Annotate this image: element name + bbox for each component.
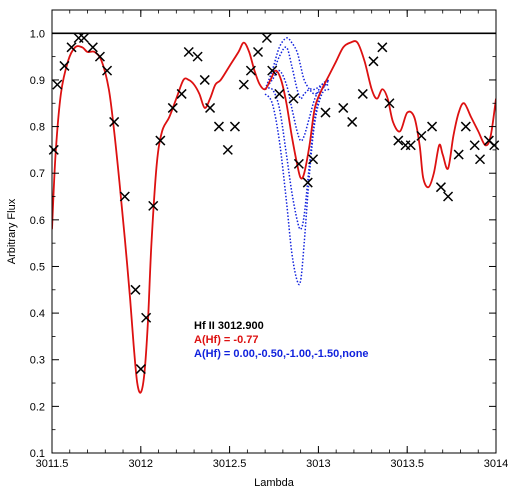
x-tick-label: 3011.5 xyxy=(36,458,69,470)
y-tick-label: 0.2 xyxy=(30,401,45,413)
observed-point xyxy=(416,130,427,141)
observed-point xyxy=(141,312,152,323)
observed-point xyxy=(274,88,285,99)
observed-point xyxy=(94,51,105,62)
observed-point xyxy=(405,140,416,151)
observed-point xyxy=(435,182,446,193)
observed-point xyxy=(261,32,272,44)
annotation-best-fit: A(Hf) = -0.77 xyxy=(194,334,259,346)
observed-point xyxy=(308,154,319,165)
observed-point xyxy=(469,140,480,151)
y-tick-label: 0.6 xyxy=(30,215,45,227)
observed-point xyxy=(52,79,63,90)
observed-point xyxy=(267,65,278,76)
observed-point xyxy=(183,46,194,57)
observed-point xyxy=(427,121,438,132)
observed-point xyxy=(135,364,146,375)
y-tick-label: 0.5 xyxy=(30,261,45,273)
observed-point xyxy=(109,116,120,127)
observed-point xyxy=(222,144,233,155)
x-tick-label: 3013 xyxy=(306,458,330,470)
observed-point xyxy=(102,65,113,76)
observed-point xyxy=(199,74,210,85)
observed-point xyxy=(393,135,404,146)
observed-point xyxy=(384,98,395,109)
y-tick-label: 0.1 xyxy=(30,448,45,460)
observed-points-layer xyxy=(48,32,500,375)
y-tick-label: 1.0 xyxy=(30,28,45,40)
observed-point xyxy=(368,56,379,67)
series-layer xyxy=(52,37,496,394)
observed-point xyxy=(347,116,358,127)
y-tick-label: 0.9 xyxy=(30,75,45,87)
observed-point xyxy=(148,200,159,211)
y-tick-label: 0.3 xyxy=(30,355,45,367)
observed-point xyxy=(87,42,98,53)
observed-point xyxy=(357,88,368,99)
series-trial-line-2 xyxy=(264,69,330,142)
observed-point xyxy=(320,107,331,118)
observed-point xyxy=(293,158,304,169)
observed-point xyxy=(377,42,388,53)
observed-point xyxy=(288,93,299,104)
observed-point xyxy=(176,88,187,99)
observed-point xyxy=(192,51,203,62)
x-tick-label: 3012.5 xyxy=(213,458,247,470)
observed-point xyxy=(119,191,130,202)
annotation-line-name: Hf II 3012.900 xyxy=(194,320,264,332)
series-best-fit-line xyxy=(52,40,496,394)
y-axis: 0.1 0.2 0.3 0.4 0.5 0.6 0.7 0.8 0.9 1.0 xyxy=(30,9,496,460)
observed-point xyxy=(66,42,77,53)
y-tick-label: 0.4 xyxy=(30,308,45,320)
observed-point xyxy=(443,191,454,202)
y-tick-label: 0.8 xyxy=(30,122,45,134)
series-trial-line-1 xyxy=(264,83,330,230)
observed-point xyxy=(229,121,240,132)
observed-point xyxy=(213,121,224,132)
observed-point xyxy=(245,65,256,76)
observed-point xyxy=(302,177,313,188)
annotation-trial-values: A(Hf) = 0.00,-0.50,-1.00,-1.50,none xyxy=(194,348,369,360)
observed-point xyxy=(155,135,166,146)
observed-point xyxy=(130,284,141,295)
observed-point xyxy=(474,154,486,165)
observed-point xyxy=(167,102,178,113)
observed-point xyxy=(59,60,70,71)
x-axis-title: Lambda xyxy=(254,477,295,489)
x-axis: 3011.5 3012 3012.5 3013 3013.5 3014 xyxy=(36,10,508,470)
plot-frame xyxy=(51,9,497,454)
observed-point xyxy=(338,102,349,113)
observed-point xyxy=(205,102,216,113)
observed-point xyxy=(460,121,471,132)
x-tick-label: 3014 xyxy=(484,458,508,470)
observed-point xyxy=(489,140,500,151)
x-tick-label: 3013.5 xyxy=(390,458,424,470)
series-trial-line-0 xyxy=(264,88,330,286)
x-tick-label: 3012 xyxy=(129,458,153,470)
observed-point xyxy=(238,79,249,90)
observed-point xyxy=(78,32,89,44)
observed-point xyxy=(453,149,464,160)
y-tick-label: 0.7 xyxy=(30,168,45,180)
observed-point xyxy=(252,46,264,57)
series-trial-line-3 xyxy=(264,46,330,100)
y-axis-title: Arbitrary Flux xyxy=(6,198,18,264)
